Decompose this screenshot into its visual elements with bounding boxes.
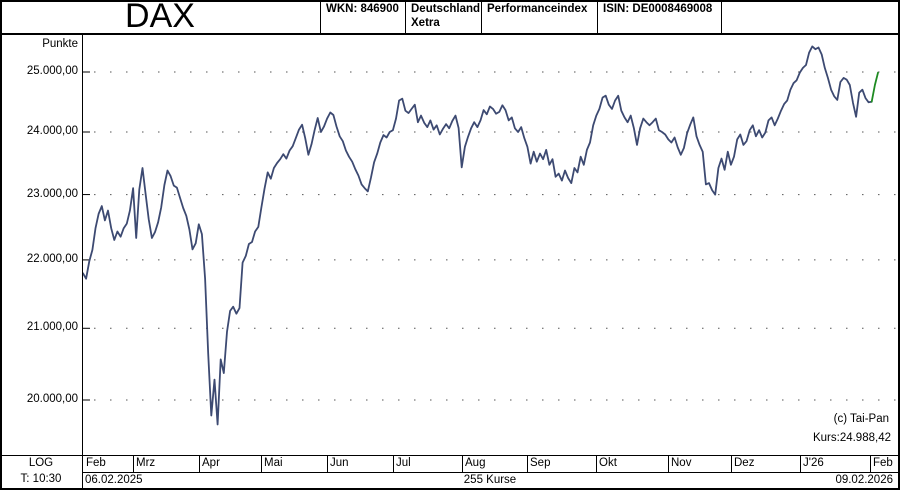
month-divider [668,456,669,472]
y-axis-tick-label: 24.000,00 [26,125,78,137]
x-axis-line [0,455,900,456]
x-axis-month-label: Apr [202,457,220,469]
dax-price-line [82,45,873,426]
y-axis-line [82,33,83,488]
x-axis-month-label: J'26 [803,457,824,469]
x-axis-month-label: Feb [86,457,106,469]
chart-header: DAX WKN: 846900 Deutschland Xetra Perfor… [0,0,900,35]
month-divider [731,456,732,472]
month-divider [596,456,597,472]
month-divider [393,456,394,472]
range-end-date: 09.02.2026 [835,474,893,486]
index-type-field: Performanceindex [481,0,597,33]
x-axis-month-label: Dez [734,457,755,469]
x-axis-month-label: Nov [671,457,692,469]
y-axis-tick-label: 20.000,00 [26,393,78,405]
y-axis-tick-label: 22.000,00 [26,252,78,265]
wkn-field: WKN: 846900 [320,0,405,33]
header-empty-cell [721,0,900,33]
month-divider [527,456,528,472]
y-axis-tick-label: 25.000,00 [26,65,78,77]
market-exchange: Xetra [411,17,440,29]
x-axis-month-label: Jul [396,457,411,469]
range-start-date: 06.02.2025 [85,474,143,486]
month-divider [462,456,463,472]
y-axis-tick-label: 23.000,00 [26,187,78,200]
date-row-divider [82,472,900,473]
x-axis-month-label: Feb [873,457,893,469]
isin-field: ISIN: DE0008469008 [597,0,721,33]
x-axis-month-label: Mrz [136,457,156,469]
month-divider [800,456,801,472]
market-field: Deutschland Xetra [405,0,481,33]
dax-last-up-segment [870,71,879,103]
instrument-title: DAX [125,0,195,35]
market-country: Deutschland [411,3,481,15]
scale-mode-label[interactable]: LOG [28,457,54,469]
x-axis-month-label: Jun [330,457,349,469]
course-count: 255 Kurse [463,474,517,486]
y-axis-tick-label: 21.000,00 [26,321,78,334]
copyright-note: (c) Tai-Pan [833,413,889,425]
month-divider [133,456,134,472]
month-divider [199,456,200,472]
timeframe-label: T: 10:30 [20,473,62,485]
x-axis-month-label: Sep [530,457,551,469]
month-divider [870,456,871,472]
last-price-readout: Kurs:24.988,42 [812,432,891,444]
x-axis-month-label: Aug [465,457,486,469]
y-axis-unit-label: Punkte [42,38,78,50]
x-axis-month-label: Okt [599,457,617,469]
month-divider [261,456,262,472]
month-divider [327,456,328,472]
x-axis-month-label: Mai [264,457,283,469]
